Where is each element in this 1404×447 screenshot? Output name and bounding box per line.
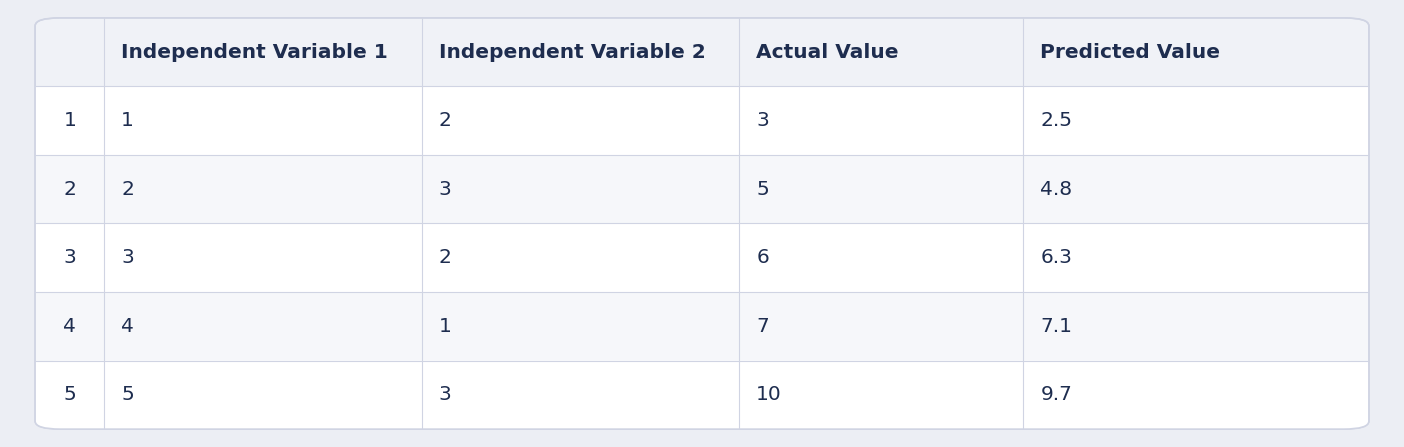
- Text: 3: 3: [438, 180, 452, 199]
- Text: 3: 3: [121, 248, 133, 267]
- Text: Independent Variable 2: Independent Variable 2: [438, 42, 705, 62]
- Text: 1: 1: [121, 111, 135, 130]
- Text: 5: 5: [63, 385, 76, 405]
- Text: 2: 2: [63, 180, 76, 199]
- Text: 3: 3: [438, 385, 452, 405]
- Bar: [35, 224, 1369, 292]
- FancyBboxPatch shape: [35, 18, 1369, 429]
- FancyBboxPatch shape: [35, 361, 1369, 429]
- Text: 3: 3: [757, 111, 769, 130]
- Bar: [35, 361, 1369, 395]
- Text: 7: 7: [757, 317, 769, 336]
- Text: 2: 2: [121, 180, 135, 199]
- Text: 5: 5: [121, 385, 133, 405]
- Text: 1: 1: [63, 111, 76, 130]
- Text: 6.3: 6.3: [1040, 248, 1073, 267]
- Text: 7.1: 7.1: [1040, 317, 1073, 336]
- Text: 10: 10: [757, 385, 782, 405]
- Text: Independent Variable 1: Independent Variable 1: [121, 42, 388, 62]
- Text: 6: 6: [757, 248, 769, 267]
- Text: 3: 3: [63, 248, 76, 267]
- Bar: [35, 155, 1369, 224]
- Text: Actual Value: Actual Value: [757, 42, 899, 62]
- Text: 2: 2: [438, 111, 452, 130]
- Text: 2.5: 2.5: [1040, 111, 1073, 130]
- Bar: [35, 292, 1369, 361]
- Text: 5: 5: [757, 180, 769, 199]
- Text: 9.7: 9.7: [1040, 385, 1073, 405]
- Text: 2: 2: [438, 248, 452, 267]
- Text: Predicted Value: Predicted Value: [1040, 42, 1220, 62]
- Text: 4: 4: [63, 317, 76, 336]
- Bar: [35, 86, 1369, 155]
- Text: 4: 4: [121, 317, 135, 336]
- Text: 4.8: 4.8: [1040, 180, 1073, 199]
- Text: 1: 1: [438, 317, 452, 336]
